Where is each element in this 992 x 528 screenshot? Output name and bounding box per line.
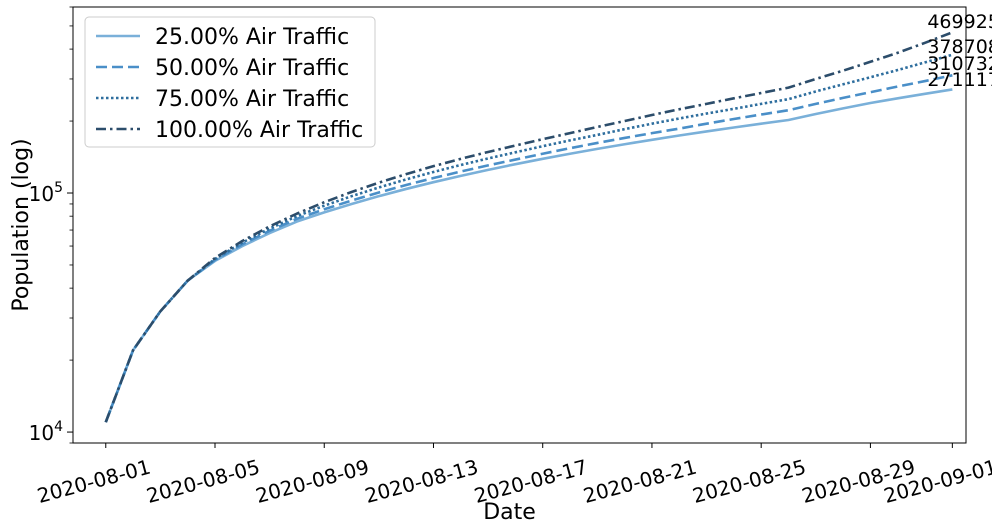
legend-label: 75.00% Air Traffic (155, 87, 349, 112)
legend: 25.00% Air Traffic 50.00% Air Traffic 75.0… (84, 16, 376, 148)
end-labels: 271117310732378708 469925 (927, 11, 992, 91)
end-value-label: 469925 (927, 11, 992, 33)
y-tick-label: 104 (29, 419, 63, 445)
end-value-label: 310732 (927, 53, 992, 75)
end-value-label: 271117 (927, 69, 992, 91)
legend-box (84, 16, 376, 148)
series-line-3 (104, 53, 953, 423)
end-value-label: 378708 (927, 36, 992, 58)
legend-label: 50.00% Air Traffic (155, 56, 349, 81)
y-axis-title: Population (log) (9, 138, 34, 311)
x-axis-title: Date (483, 500, 536, 525)
series-line-1 (104, 88, 953, 423)
series-line-2 (104, 74, 953, 423)
legend-label: 100.00% Air Traffic (155, 118, 363, 143)
legend-label: 25.00% Air Traffic (155, 25, 349, 50)
plot-frame (72, 6, 967, 444)
y-axis: 104 105 (29, 6, 73, 445)
y-tick-label: 105 (29, 180, 63, 206)
plot-area (104, 31, 953, 423)
series-line-4 (104, 31, 953, 423)
